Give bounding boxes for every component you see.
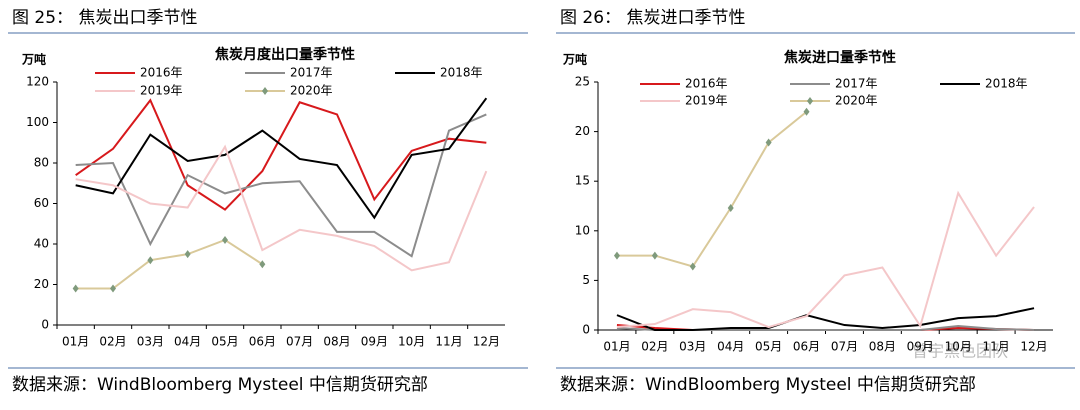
series-line [75, 238, 263, 290]
x-tick-label: 10月 [398, 335, 425, 349]
watermark: 曾宇黑色团队 [912, 342, 1008, 361]
chart-title: 焦炭进口量季节性 [783, 49, 896, 66]
series-line [75, 144, 488, 272]
y-tick-label: 60 [34, 196, 49, 210]
x-tick-label: 11月 [982, 340, 1009, 354]
y-tick-label: 0 [582, 323, 590, 337]
legend-label: 2020年 [835, 94, 878, 108]
y-tick-label: 20 [575, 124, 590, 138]
series-line [616, 110, 808, 268]
y-tick-label: 80 [34, 156, 49, 170]
x-tick-label: 02月 [641, 340, 668, 354]
source-note: 数据来源：WindBloomberg Mysteel 中信期货研究部 [12, 375, 428, 395]
legend-label: 2018年 [440, 66, 483, 80]
x-tick-label: 05月 [755, 340, 782, 354]
point-marker [110, 284, 116, 293]
legend-label: 2017年 [835, 77, 878, 91]
x-tick-label: 06月 [793, 340, 820, 354]
series-line [75, 97, 488, 220]
x-tick-label: 03月 [137, 335, 164, 349]
point-marker [803, 107, 810, 116]
x-tick-label: 07月 [831, 340, 858, 354]
x-tick-label: 08月 [323, 335, 350, 349]
x-tick-label: 03月 [679, 340, 706, 354]
x-tick-label: 01月 [62, 335, 89, 349]
point-marker [184, 250, 191, 259]
chart-title: 焦炭月度出口量季节性 [214, 46, 355, 63]
y-tick-label: 25 [575, 75, 590, 89]
figure-caption: 图 25： 焦炭出口季节性 [12, 8, 197, 28]
y-tick-label: 10 [575, 223, 590, 237]
legend-label: 2019年 [140, 84, 183, 98]
y-tick-label: 20 [34, 277, 49, 291]
legend-label: 2020年 [290, 84, 333, 98]
legend-label: 2016年 [140, 66, 183, 80]
point-marker [613, 251, 620, 260]
y-tick-label: 0 [41, 318, 49, 332]
x-tick-label: 04月 [174, 335, 201, 349]
x-tick-label: 05月 [211, 335, 238, 349]
figure-caption: 图 26： 焦炭进口季节性 [560, 8, 745, 28]
legend-label: 2016年 [685, 77, 728, 91]
x-tick-label: 04月 [717, 340, 744, 354]
series-line [75, 98, 487, 211]
legend-label: 2017年 [290, 66, 333, 80]
x-tick-label: 12月 [1020, 340, 1047, 354]
y-tick-label: 15 [575, 174, 590, 188]
y-axis-label: 万吨 [562, 52, 587, 67]
point-marker [689, 262, 696, 271]
x-tick-label: 02月 [99, 335, 126, 349]
x-tick-label: 07月 [286, 335, 313, 349]
legend-label: 2019年 [685, 94, 728, 108]
series-line [616, 307, 1035, 331]
x-tick-label: 12月 [473, 335, 500, 349]
x-tick-label: 10月 [945, 340, 972, 354]
point-marker [72, 284, 79, 293]
legend-label: 2018年 [985, 77, 1028, 91]
x-tick-label: 01月 [603, 340, 630, 354]
point-marker [147, 256, 154, 265]
y-tick-label: 5 [582, 273, 590, 287]
point-marker [727, 203, 734, 212]
x-tick-label: 08月 [869, 340, 896, 354]
legend-marker [807, 97, 813, 105]
y-tick-label: 40 [34, 237, 49, 251]
source-note: 数据来源：WindBloomberg Mysteel 中信期货研究部 [560, 375, 976, 395]
point-marker [259, 260, 266, 269]
x-tick-label: 09月 [361, 335, 388, 349]
y-tick-label: 100 [26, 115, 49, 129]
series-line [616, 190, 1035, 329]
y-tick-label: 120 [26, 75, 49, 89]
point-marker [651, 251, 658, 260]
series-line [75, 113, 487, 258]
y-axis-label: 万吨 [21, 52, 46, 67]
legend-marker [262, 87, 268, 95]
x-tick-label: 11月 [435, 335, 462, 349]
x-tick-label: 09月 [907, 340, 934, 354]
point-marker [765, 138, 772, 147]
x-tick-label: 06月 [249, 335, 276, 349]
point-marker [222, 235, 228, 244]
